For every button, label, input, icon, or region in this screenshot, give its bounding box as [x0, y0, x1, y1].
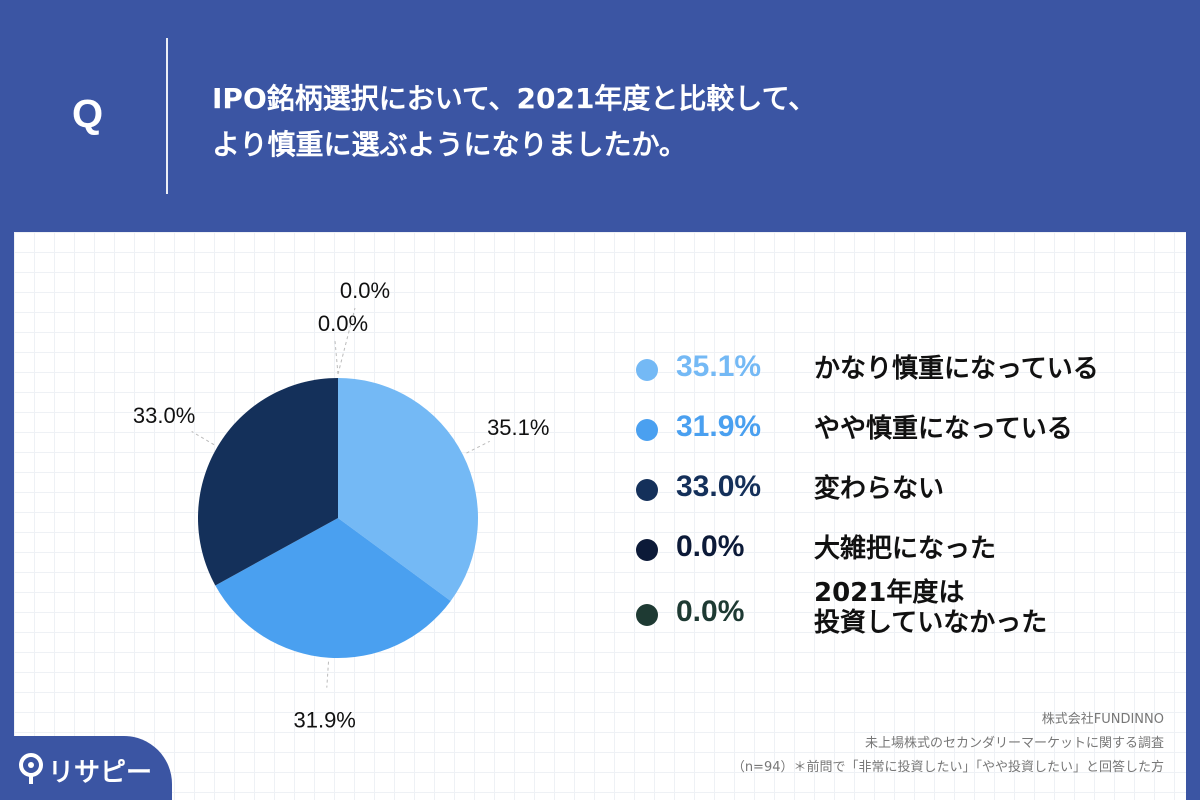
legend-item: 35.1% かなり慎重になっている: [636, 340, 1156, 400]
legend-dot: [636, 359, 658, 381]
legend-label: やや慎重になっている: [814, 414, 1073, 444]
question-line-1: IPO銘柄選択において、2021年度と比較して、: [212, 82, 817, 115]
logo-text: リサピー: [48, 758, 153, 788]
legend-dot: [636, 479, 658, 501]
logo-tab: [0, 736, 172, 800]
legend-item: 0.0% 大雑把になった: [636, 520, 1156, 580]
legend-label-line-2: 投資していなかった: [814, 608, 1048, 638]
legend-pct: 0.0%: [676, 595, 745, 628]
legend-dot: [636, 539, 658, 561]
legend-label-line-1: 2021年度は: [814, 578, 965, 608]
legend-item: 33.0% 変わらない: [636, 460, 1156, 520]
data-label: 0.0%: [340, 278, 390, 303]
leader-line: [191, 431, 215, 446]
footer-sample: （n=94）＊前問で「非常に投資したい」「やや投資したい」と回答した方: [731, 760, 1164, 775]
legend-pct: 33.0%: [676, 470, 762, 503]
pie-slice: [338, 378, 478, 601]
legend-dot: [636, 604, 658, 626]
legend-pct: 0.0%: [676, 530, 745, 563]
data-label: 33.0%: [133, 403, 195, 428]
pie-slice: [215, 518, 451, 658]
legend-item: 31.9% やや慎重になっている: [636, 400, 1156, 460]
question-title: IPO銘柄選択において、2021年度と比較して、 より慎重に選ぶようになりました…: [212, 76, 816, 168]
leader-line: [466, 440, 490, 454]
pin-icon: [19, 753, 43, 784]
legend-label: 大雑把になった: [814, 534, 997, 564]
leader-line: [334, 340, 339, 375]
header-divider: [166, 38, 168, 194]
legend-dot: [636, 419, 658, 441]
legend-item: 0.0% 2021年度は 投資していなかった: [636, 578, 1156, 650]
data-label: 31.9%: [293, 708, 355, 733]
footer-company: 株式会社FUNDINNO: [1041, 712, 1164, 727]
legend-label: 2021年度は 投資していなかった: [814, 578, 1047, 638]
legend-label: 変わらない: [814, 474, 945, 504]
legend-pct: 31.9%: [676, 410, 762, 443]
data-label: 0.0%: [318, 311, 368, 336]
legend-pct: 35.1%: [676, 350, 762, 383]
question-line-2: より慎重に選ぶようになりましたか。: [212, 128, 687, 161]
legend-label: かなり慎重になっている: [814, 354, 1099, 384]
footer-source: 株式会社FUNDINNO 未上場株式のセカンダリーマーケットに関する調査 （n=…: [732, 708, 1164, 780]
data-label: 35.1%: [487, 415, 549, 440]
footer-survey: 未上場株式のセカンダリーマーケットに関する調査: [864, 736, 1164, 751]
leader-line: [337, 307, 356, 375]
header: Q IPO銘柄選択において、2021年度と比較して、 より慎重に選ぶようになりま…: [0, 0, 1200, 232]
pie-slice: [198, 378, 338, 586]
leader-line: [326, 661, 330, 688]
q-mark: Q: [72, 92, 104, 136]
